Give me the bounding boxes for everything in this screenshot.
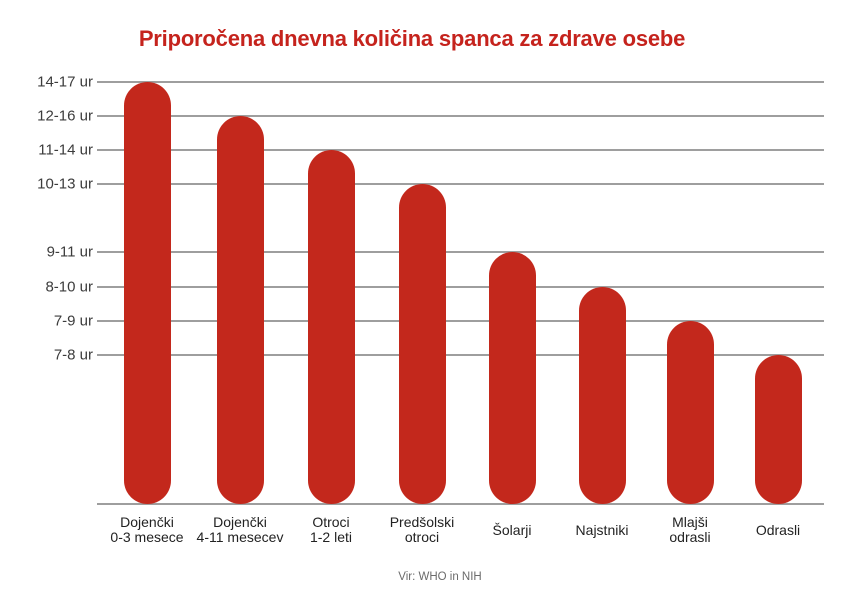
gridline bbox=[97, 149, 824, 151]
chart-bar bbox=[216, 116, 264, 504]
y-axis-label: 7-8 ur bbox=[53, 346, 93, 364]
x-axis-label-line: Dojenčki bbox=[120, 514, 174, 530]
x-axis-label-line: Predšolski bbox=[389, 514, 455, 530]
x-axis-label-line: Odrasli bbox=[755, 521, 801, 538]
gridline bbox=[97, 320, 824, 322]
source-note: Vir: WHO in NIH bbox=[398, 571, 482, 583]
chart-bar bbox=[307, 150, 355, 504]
gridline bbox=[97, 115, 824, 117]
x-axis-label: Odrasli bbox=[756, 512, 800, 548]
x-axis-label-line: 1-2 leti bbox=[309, 529, 353, 545]
y-axis-label: 8-10 ur bbox=[45, 278, 93, 296]
chart-bar bbox=[754, 355, 802, 504]
x-axis-label-line: 0-3 mesece bbox=[110, 529, 184, 545]
x-axis-label-line: Šolarji bbox=[492, 521, 532, 538]
x-axis-label: Šolarji bbox=[493, 512, 532, 548]
x-axis-label-line: otroci bbox=[404, 529, 440, 545]
x-axis-label-line: Najstniki bbox=[575, 521, 629, 538]
x-axis-label-line: odrasli bbox=[669, 529, 711, 545]
chart-bar bbox=[666, 321, 714, 504]
y-axis-label: 9-11 ur bbox=[46, 243, 93, 261]
chart-bar bbox=[398, 184, 446, 504]
x-axis-label-line: 4-11 mesecev bbox=[196, 529, 284, 545]
y-axis-label: 11-14 ur bbox=[38, 141, 93, 159]
x-axis-line bbox=[97, 503, 824, 505]
chart-bar bbox=[578, 287, 626, 504]
x-axis-label: Mlajši odrasli bbox=[669, 512, 710, 548]
gridline bbox=[97, 354, 824, 356]
gridline bbox=[97, 183, 824, 185]
gridline bbox=[97, 251, 824, 253]
x-axis-label: Predšolski otroci bbox=[390, 512, 455, 548]
gridline bbox=[97, 286, 824, 288]
x-axis-label: Otroci 1-2 leti bbox=[310, 512, 352, 548]
gridline bbox=[97, 81, 824, 83]
x-axis-label-line: Mlajši bbox=[672, 514, 708, 530]
x-axis-label-line: Dojenčki bbox=[213, 514, 267, 530]
y-axis-label: 14-17 ur bbox=[37, 73, 93, 91]
chart-bar bbox=[123, 82, 171, 504]
x-axis-label: Dojenčki 4-11 mesecev bbox=[197, 512, 284, 548]
x-axis-label: Najstniki bbox=[576, 512, 629, 548]
x-axis-label: Dojenčki 0-3 mesece bbox=[110, 512, 183, 548]
chart-title: Priporočena dnevna količina spanca za zd… bbox=[138, 26, 686, 51]
chart-bar bbox=[488, 252, 536, 504]
y-axis-label: 12-16 ur bbox=[37, 107, 93, 125]
y-axis-label: 7-9 ur bbox=[53, 312, 93, 330]
y-axis-label: 10-13 ur bbox=[37, 175, 93, 193]
x-axis-label-line: Otroci bbox=[312, 514, 350, 530]
